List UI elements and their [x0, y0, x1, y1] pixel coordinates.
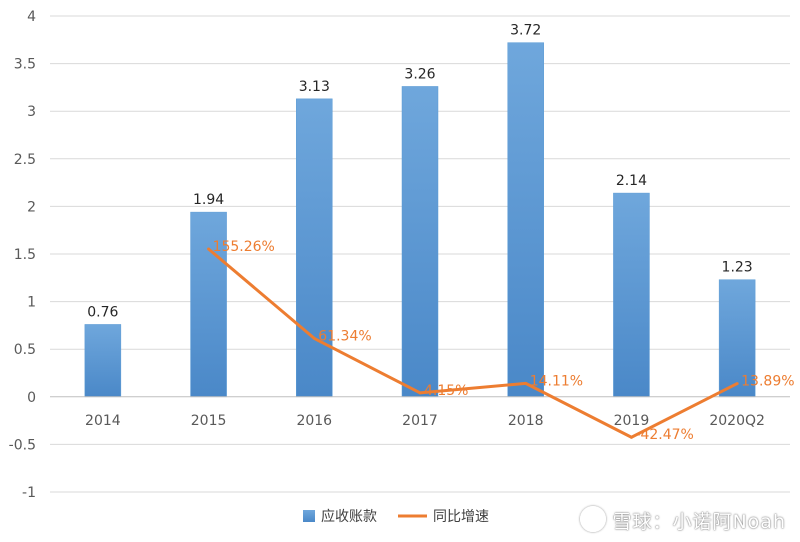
line-data-label: 155.26%: [213, 239, 275, 255]
line-data-label: -42.47%: [635, 427, 693, 443]
y-tick-label: 2: [27, 199, 36, 215]
bar: [718, 279, 756, 398]
line-point: [312, 336, 316, 340]
line-data-label: 61.34%: [318, 328, 371, 344]
bar: [84, 324, 122, 398]
y-axis: -1 -0.5 0 0.5 1 1.5 2 2.5 3 3.5 4: [9, 9, 36, 501]
legend-label: 同比增速: [433, 509, 489, 525]
bar: [296, 98, 333, 398]
y-tick-label: 1.5: [14, 247, 36, 263]
x-tick-label: 2020Q2: [709, 413, 765, 429]
line-data-label: 13.89%: [741, 374, 794, 390]
line-point: [629, 435, 633, 439]
x-axis: 2014 2015 2016 2017 2018 2019 2020Q2: [50, 396, 790, 429]
line-point: [735, 382, 739, 386]
snowball-logo-icon: [580, 506, 607, 532]
bar-data-label: 3.72: [510, 23, 541, 39]
y-tick-label: 3: [27, 104, 36, 120]
watermark-text: 雪球：小诺阿Noah: [612, 511, 786, 533]
x-tick-label: 2018: [508, 413, 544, 429]
x-tick-label: 2016: [296, 413, 332, 429]
y-tick-label: 0.5: [14, 342, 36, 358]
line-point: [524, 381, 528, 385]
x-tick-label: 2017: [402, 413, 438, 429]
bar: [613, 192, 650, 398]
bar-data-label: 2.14: [616, 173, 647, 189]
line-series: 155.26% 61.34% 4.15% 14.11% -42.47% 13.89%: [207, 239, 795, 443]
bar-data-label: 1.23: [722, 260, 753, 276]
watermark: 雪球：小诺阿Noah: [580, 506, 786, 534]
line-data-label: 14.11%: [530, 373, 583, 389]
bar: [190, 211, 227, 398]
bar-data-label: 0.76: [87, 304, 118, 320]
line-point: [418, 391, 422, 395]
y-tick-label: -0.5: [9, 437, 36, 453]
line-point: [207, 247, 211, 251]
y-tick-label: 2.5: [14, 152, 36, 168]
legend-swatch-bar: [303, 510, 315, 522]
bar-data-label: 1.94: [193, 192, 224, 208]
legend-label: 应收账款: [321, 508, 377, 525]
y-tick-label: 1: [27, 295, 36, 311]
bar-data-label: 3.26: [404, 66, 435, 82]
line-data-label: 4.15%: [424, 383, 468, 399]
bar-series: 0.76 1.94 3.13 3.26 3.72 2.14 1.23: [84, 23, 756, 398]
bar: [401, 86, 439, 398]
growth-line: [207, 247, 738, 439]
legend: 应收账款 同比增速: [303, 508, 489, 525]
bar: [507, 42, 544, 398]
x-tick-label: 2014: [85, 413, 121, 429]
y-tick-label: 0: [27, 390, 36, 406]
y-tick-label: 4: [27, 9, 36, 25]
y-tick-label: -1: [22, 485, 36, 501]
x-tick-label: 2019: [614, 413, 650, 429]
y-tick-label: 3.5: [14, 57, 36, 73]
x-tick-label: 2015: [191, 413, 227, 429]
bar-data-label: 3.13: [299, 79, 330, 95]
